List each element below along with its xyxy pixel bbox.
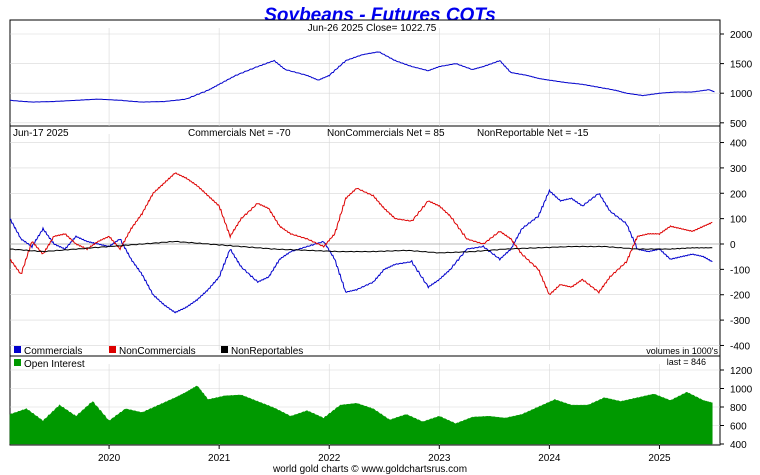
x-tick-label: 2024 bbox=[538, 453, 561, 464]
series-commercials bbox=[9, 188, 713, 314]
legend-label-commercials: Commercials bbox=[24, 346, 82, 357]
x-tick-label: 2023 bbox=[428, 453, 451, 464]
y-tick-label: 1500 bbox=[730, 60, 753, 71]
legend-swatch-noncommercials bbox=[109, 346, 116, 353]
legend-swatch-commercials bbox=[14, 346, 21, 353]
legend-label-noncommercials: NonCommercials bbox=[119, 346, 196, 357]
y-tick-label: 500 bbox=[730, 119, 747, 130]
cot-commercials-net: Commercials Net = -70 bbox=[188, 128, 291, 139]
cot-noncommercials-net: NonCommercials Net = 85 bbox=[327, 128, 445, 139]
series-noncommercials bbox=[9, 172, 713, 295]
y-tick-label: 2000 bbox=[730, 30, 753, 41]
y-tick-label: 600 bbox=[730, 422, 747, 433]
y-tick-label: 1000 bbox=[730, 385, 753, 396]
y-tick-label: 400 bbox=[730, 440, 747, 451]
oi-area-group bbox=[9, 385, 713, 445]
y-tick-label: 100 bbox=[730, 215, 747, 226]
x-tick-label: 2020 bbox=[98, 453, 121, 464]
price-gridlines bbox=[10, 28, 720, 126]
legend-swatch-nonreportables bbox=[221, 346, 228, 353]
cot-gridlines bbox=[10, 134, 720, 350]
x-tick-label: 2022 bbox=[318, 453, 341, 464]
oi-last-value: last = 846 bbox=[667, 357, 706, 367]
legend-swatch-open-interest bbox=[14, 359, 21, 366]
price-series-group bbox=[9, 51, 715, 103]
y-tick-label: -200 bbox=[730, 291, 750, 302]
series-close bbox=[9, 51, 715, 103]
price-header: Jun-26 2025 Close= 1022.75 bbox=[308, 23, 437, 34]
y-tick-label: -100 bbox=[730, 265, 750, 276]
legend-label-nonreportables: NonReportables bbox=[231, 346, 303, 357]
y-tick-label: 200 bbox=[730, 189, 747, 200]
series-nonreportables bbox=[9, 240, 713, 254]
y-tick-label: 400 bbox=[730, 139, 747, 150]
x-tick-label: 2025 bbox=[648, 453, 671, 464]
cot-series-group bbox=[9, 172, 713, 314]
oi-header: Open Interest bbox=[24, 359, 85, 370]
cot-legend: Commercials NonCommercials NonReportable… bbox=[14, 346, 303, 357]
y-tick-label: -300 bbox=[730, 316, 750, 327]
y-tick-label: 300 bbox=[730, 164, 747, 175]
units-note: volumes in 1000's bbox=[646, 346, 718, 356]
price-y-ticks: 500 1000 1500 2000 bbox=[720, 30, 753, 130]
cot-y-ticks: -400 -300 -200 -100 0 100 200 300 400 bbox=[720, 139, 750, 352]
series-open-interest bbox=[9, 385, 713, 445]
oi-y-ticks: 400 600 800 1000 1200 bbox=[720, 366, 753, 451]
footer-credit: world gold charts © www.goldchartsrus.co… bbox=[272, 464, 467, 475]
cot-nonreportable-net: NonReportable Net = -15 bbox=[477, 128, 589, 139]
price-panel bbox=[9, 19, 721, 127]
y-tick-label: -400 bbox=[730, 341, 750, 352]
x-ticks: 2020 2021 2022 2023 2024 2025 bbox=[98, 445, 671, 464]
y-tick-label: 0 bbox=[730, 240, 736, 251]
x-tick-label: 2021 bbox=[208, 453, 231, 464]
cot-header-date: Jun-17 2025 bbox=[13, 128, 69, 139]
cot-panel bbox=[9, 125, 721, 357]
y-tick-label: 1000 bbox=[730, 89, 753, 100]
y-tick-label: 1200 bbox=[730, 366, 753, 377]
y-tick-label: 800 bbox=[730, 403, 747, 414]
